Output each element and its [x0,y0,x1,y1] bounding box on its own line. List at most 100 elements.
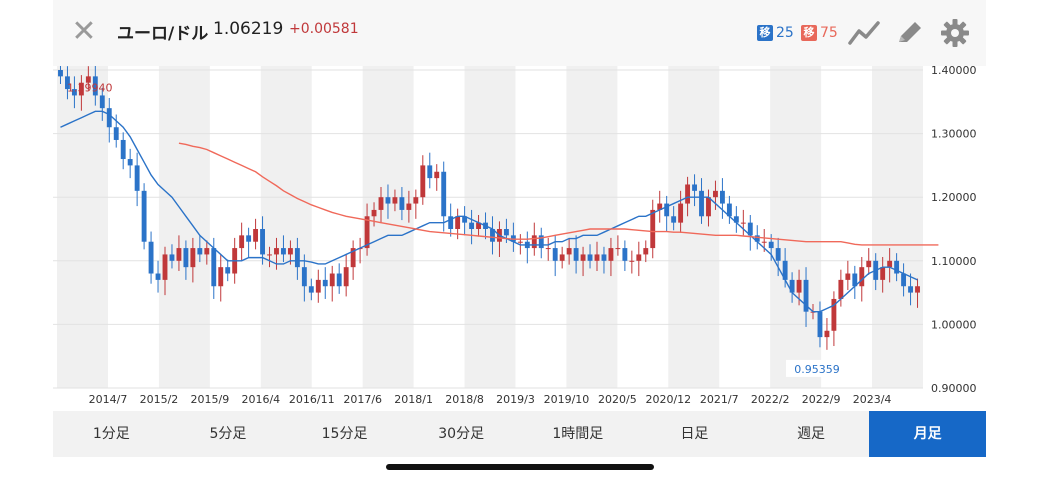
candle-body [308,286,314,293]
candle-body [559,254,565,261]
candle-body [650,209,656,249]
candle-body [594,254,600,261]
candle-body [517,241,523,243]
home-indicator[interactable] [386,464,654,470]
tab-daily[interactable]: 日足 [680,426,709,442]
background-band [260,66,312,388]
candle-body [113,127,119,140]
candle-body [448,216,454,229]
candle-body [838,279,844,299]
candle-body [545,248,551,250]
candle-body [169,254,175,261]
candle-body [915,286,920,293]
x-tick-label: 2023/4 [853,393,892,406]
tab-30min[interactable]: 30分足 [438,426,485,442]
candle-body [552,248,558,261]
x-tick-label: 2020/12 [645,393,691,406]
tab-5min[interactable]: 5分足 [209,426,247,442]
candle-body [378,197,384,210]
candle-body [908,286,913,293]
candle-body [364,216,370,249]
candle-body [608,248,614,261]
candle-body [775,248,781,261]
candle-body [322,279,328,287]
x-tick-label: 2019/10 [544,393,590,406]
candle-body [671,216,677,223]
high-price-label: 1.39940 [67,81,113,94]
candle-body [260,229,265,255]
candle-body [678,203,684,223]
y-tick-label: 1.30000 [931,128,977,141]
tab-monthly[interactable]: 月足 [869,411,986,457]
candle-body [301,267,307,287]
candle-body [99,95,105,109]
tab-1min[interactable]: 1分足 [92,426,130,442]
y-tick-label: 1.20000 [931,191,977,204]
candle-body [622,248,628,261]
y-tick-label: 0.90000 [931,382,977,395]
background-band [872,66,923,388]
background-band [566,66,618,388]
candle-body [176,248,182,261]
candle-body [601,254,607,261]
background-band [57,66,108,388]
candle-body [894,260,900,274]
candle-body [190,248,196,268]
candle-body [204,248,210,255]
x-tick-label: 2016/4 [241,393,280,406]
candle-body [65,76,70,90]
ma-short-line [60,110,918,313]
candle-body [761,241,767,243]
candle-body [462,216,468,223]
y-tick-label: 1.00000 [931,318,977,331]
candle-body [427,165,433,179]
x-tick-label: 2019/3 [496,393,535,406]
candle-body [615,248,621,250]
candle-body [287,248,293,255]
candlestick-chart[interactable]: 1.40000 1.30000 1.20000 1.10000 1.00000 0.900… [53,66,986,410]
candle-body [267,254,272,256]
x-tick-label: 2018/1 [394,393,433,406]
candle-body [197,248,203,255]
candle-body [747,222,753,236]
trendline-icon[interactable] [847,16,881,50]
candle-body [880,267,886,280]
gear-icon[interactable] [938,16,972,50]
candle-body [385,197,391,204]
candle-body [699,190,704,217]
candle-body [92,76,98,96]
candle-body [782,260,788,280]
x-tick-label: 2017/6 [343,393,382,406]
candle-body [350,248,356,268]
candle-body [789,279,795,293]
ma-short-period: 25 [776,25,794,41]
candle-body [566,248,572,255]
candle-body [455,216,461,229]
candle-body [371,209,377,217]
chart-canvas[interactable]: 1.40000 1.30000 1.20000 1.10000 1.00000 0.900… [53,66,986,410]
tab-15min[interactable]: 15分足 [321,426,368,442]
candle-body [78,82,84,96]
candle-body [336,273,342,287]
ma-long-toggle[interactable]: 移 75 [801,24,838,42]
candle-body [120,139,126,160]
candle-body [531,235,537,249]
candle-body [392,197,398,204]
candle-body [740,222,746,224]
close-icon[interactable]: ✕ [71,14,97,49]
tab-1hour[interactable]: 1時間足 [552,426,604,442]
background-band [158,66,210,388]
pencil-icon[interactable] [893,16,927,50]
tab-weekly[interactable]: 週足 [797,426,826,442]
candle-body [413,197,419,204]
candle-body [281,248,286,255]
candle-body [831,298,837,331]
candle-body [441,171,447,217]
low-price-label-bg [785,359,848,377]
ma-short-toggle[interactable]: 移 25 [757,24,794,42]
candle-body [476,222,481,229]
x-tick-label: 2022/9 [802,393,841,406]
candle-body [85,76,91,83]
low-price-label: 0.95359 [794,363,840,376]
ma-long-badge: 移 [801,25,817,41]
